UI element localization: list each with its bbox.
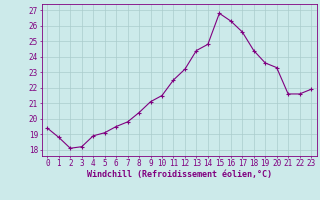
X-axis label: Windchill (Refroidissement éolien,°C): Windchill (Refroidissement éolien,°C)	[87, 170, 272, 179]
